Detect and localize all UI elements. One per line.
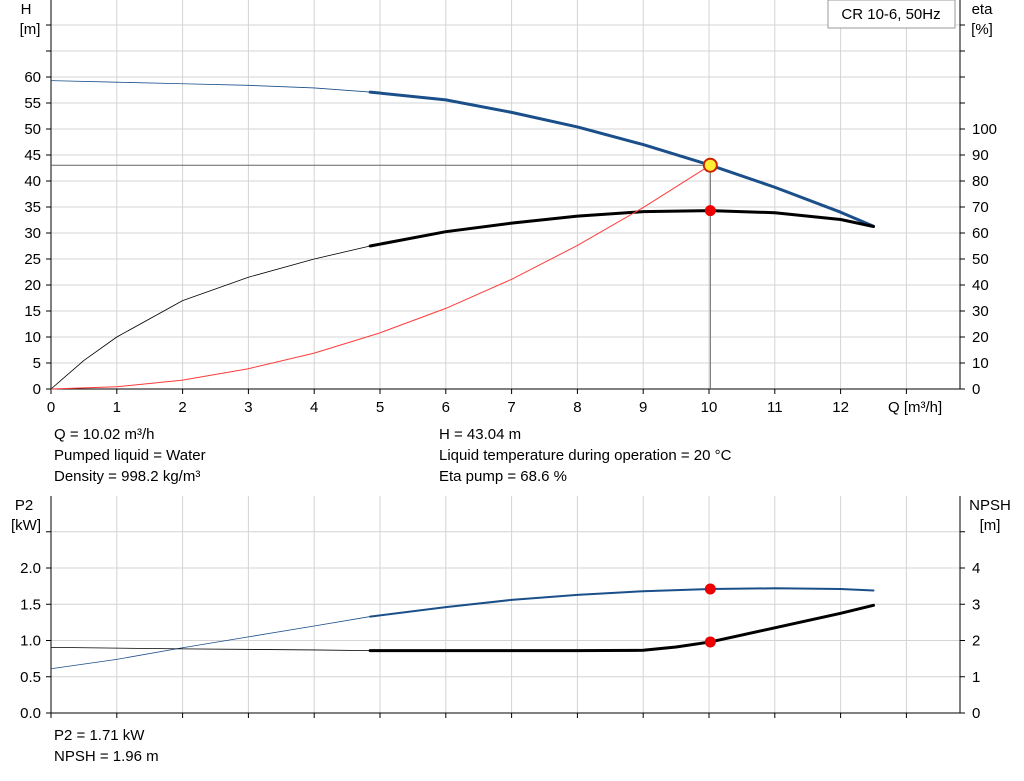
left-tick-label: 45 xyxy=(24,147,41,164)
right-tick-label: 90 xyxy=(972,147,989,164)
left-tick-label: 20 xyxy=(24,277,41,294)
left-tick-label: 0.0 xyxy=(20,705,41,722)
right-axis-label-unit: [%] xyxy=(971,21,993,38)
npsh-curve-thin xyxy=(50,646,371,652)
right-tick-label: 4 xyxy=(972,560,980,577)
model-title-box xyxy=(827,0,956,29)
left-tick-label: 10 xyxy=(24,329,41,346)
info-liquid-temperature: Liquid temperature during operation = 20… xyxy=(439,447,732,464)
head-curve-thick xyxy=(368,90,875,228)
left-tick-label: 1.5 xyxy=(20,596,41,613)
x-tick-label: 0 xyxy=(47,399,55,416)
left-tick-label: 0.5 xyxy=(20,669,41,686)
system-curve-thin xyxy=(50,164,711,390)
left-axis-label-name: P2 xyxy=(15,497,33,514)
left-tick-label: 0 xyxy=(33,381,41,398)
info-eta-pump: Eta pump = 68.6 % xyxy=(439,468,567,485)
left-tick-label: 35 xyxy=(24,199,41,216)
x-tick-label: 9 xyxy=(639,399,647,416)
right-tick-label: 60 xyxy=(972,225,989,242)
right-tick-label: 3 xyxy=(972,596,980,613)
x-tick-label: 2 xyxy=(178,399,186,416)
info-head: H = 43.04 m xyxy=(439,426,522,443)
x-tick-label: 5 xyxy=(376,399,384,416)
right-tick-label: 100 xyxy=(972,121,997,138)
x-tick-label: 1 xyxy=(113,399,121,416)
duty-point-efficiency-marker xyxy=(704,205,716,217)
left-axis-label-unit: [m] xyxy=(20,21,41,38)
left-tick-label: 5 xyxy=(33,355,41,372)
right-axis-label-name: NPSH xyxy=(969,497,1011,514)
x-tick-label: 12 xyxy=(832,399,849,416)
x-tick-label: 11 xyxy=(767,399,783,416)
right-tick-label: 0 xyxy=(972,381,980,398)
npsh-curve-thick xyxy=(368,603,875,653)
power-p2-curve-thick xyxy=(369,587,875,618)
left-tick-label: 2.0 xyxy=(20,560,41,577)
right-tick-label: 70 xyxy=(972,199,989,216)
duty-point-npsh-marker xyxy=(704,636,716,648)
right-tick-label: 0 xyxy=(972,705,980,722)
duty-point-head-marker xyxy=(702,157,718,173)
x-tick-label: 4 xyxy=(310,399,318,416)
left-tick-label: 60 xyxy=(24,69,41,86)
right-tick-label: 10 xyxy=(972,355,989,372)
power-npsh-panel xyxy=(46,496,965,718)
x-tick-label: 7 xyxy=(507,399,515,416)
right-tick-label: 50 xyxy=(972,251,989,268)
left-axis-label-unit: [kW] xyxy=(11,517,41,534)
right-axis-label-name: eta xyxy=(972,1,994,18)
left-tick-label: 15 xyxy=(24,303,41,320)
efficiency-curve-thick xyxy=(368,209,875,248)
info-npsh: NPSH = 1.96 m xyxy=(54,748,159,765)
power-p2-curve-thin xyxy=(50,616,371,670)
model-title: CR 10-6, 50Hz xyxy=(841,6,940,23)
left-tick-label: 50 xyxy=(24,121,41,138)
x-tick-label: 10 xyxy=(701,399,718,416)
left-tick-label: 30 xyxy=(24,225,41,242)
info-flow: Q = 10.02 m³/h xyxy=(54,426,155,443)
x-axis-label: Q [m³/h] xyxy=(888,399,942,416)
right-tick-label: 40 xyxy=(972,277,989,294)
right-tick-label: 2 xyxy=(972,633,980,650)
x-tick-label: 8 xyxy=(573,399,581,416)
right-tick-label: 80 xyxy=(972,173,989,190)
efficiency-curve-thin xyxy=(50,245,371,390)
left-axis-label-name: H xyxy=(21,1,32,18)
right-tick-label: 30 xyxy=(972,303,989,320)
info-pumped-liquid: Pumped liquid = Water xyxy=(54,447,206,464)
x-tick-label: 6 xyxy=(442,399,450,416)
left-tick-label: 25 xyxy=(24,251,41,268)
head-efficiency-panel xyxy=(46,0,965,394)
info-density: Density = 998.2 kg/m³ xyxy=(54,468,201,485)
x-tick-label: 3 xyxy=(244,399,252,416)
duty-point-power-marker xyxy=(704,583,716,595)
left-tick-label: 55 xyxy=(24,95,41,112)
right-tick-label: 1 xyxy=(972,669,980,686)
right-tick-label: 20 xyxy=(972,329,989,346)
left-tick-label: 1.0 xyxy=(20,633,41,650)
right-axis-label-unit: [m] xyxy=(980,517,1001,534)
info-p2: P2 = 1.71 kW xyxy=(54,727,145,744)
left-tick-label: 40 xyxy=(24,173,41,190)
head-curve-thin xyxy=(50,80,371,93)
